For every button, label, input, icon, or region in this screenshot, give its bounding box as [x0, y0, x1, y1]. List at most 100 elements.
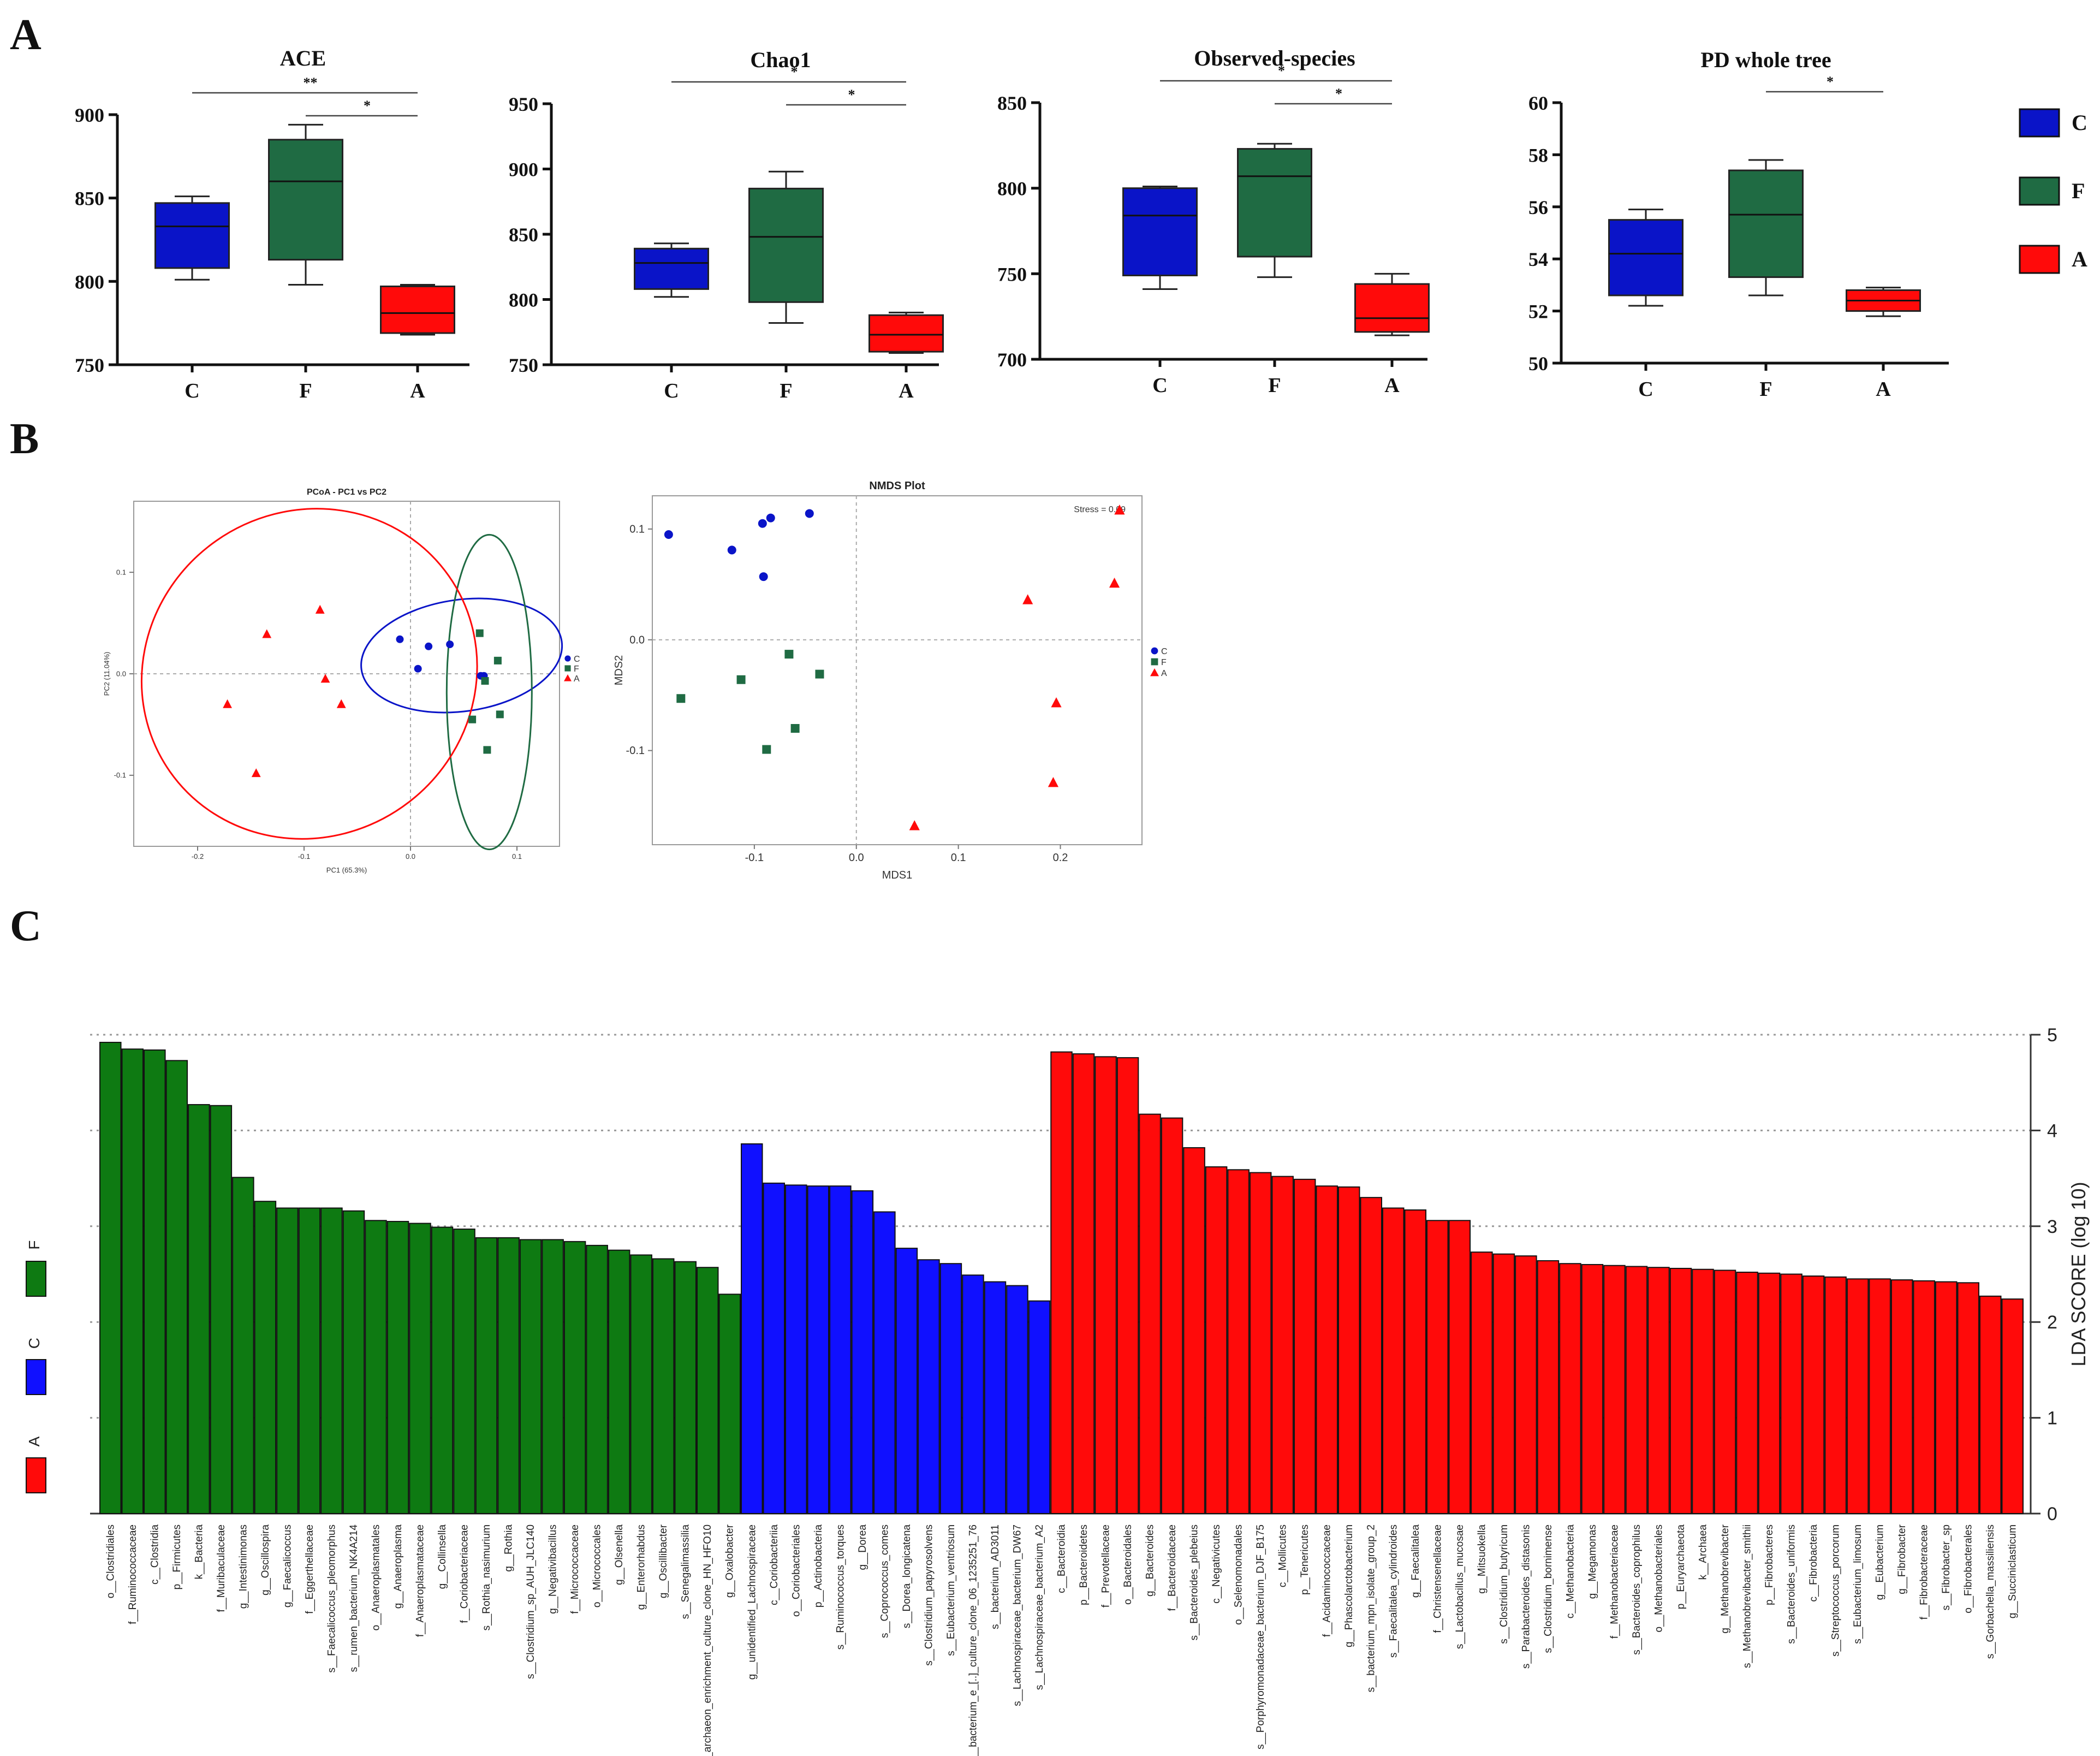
point-f [483, 746, 491, 754]
lda-bar [1426, 1220, 1449, 1514]
box-plot-legend: C F A [2019, 108, 2087, 274]
y-tick-label: 800 [997, 178, 1027, 200]
y-tick-label: 0.0 [116, 669, 126, 678]
x-tick-label: A [1384, 374, 1400, 397]
bar-label: o__Clostridiales [105, 1524, 116, 1598]
point-c [396, 635, 404, 643]
legend-swatch-a [26, 1457, 46, 1493]
point-f [496, 710, 504, 719]
lda-bar [1869, 1278, 1891, 1515]
significance-label: ** [304, 75, 318, 91]
y-tick-label: 0.1 [629, 524, 645, 536]
legend-label-f: F [1161, 658, 1167, 667]
box-f [268, 123, 343, 286]
bar-label: p__Fibrobacteres [1764, 1524, 1775, 1605]
y-tick-label: 800 [75, 271, 104, 293]
box-plot-title: Chao1 [750, 48, 811, 72]
point-f [736, 675, 746, 684]
lda-bar [210, 1105, 233, 1514]
bar-label: g__Methanobrevibacter [1720, 1524, 1731, 1633]
lda-bar [895, 1248, 918, 1515]
box-f [748, 170, 824, 324]
x-tick-label: F [299, 379, 312, 402]
bar-label: s__Rothia_nasimurium [481, 1524, 492, 1630]
box-f [1728, 159, 1804, 296]
bar-label: k__Archaea [1698, 1524, 1709, 1580]
point-c [446, 640, 454, 649]
y-tick-label: 5 [2047, 1025, 2057, 1046]
x-tick-label: A [410, 379, 425, 402]
lda-bar [674, 1261, 697, 1514]
bar-label: s__Faecalicoccus_pleomorphus [326, 1524, 337, 1672]
lda-bar [1692, 1268, 1714, 1514]
lda-bar [1890, 1279, 1913, 1514]
lda-bar [2001, 1298, 2024, 1514]
x-tick-label: F [780, 379, 792, 402]
bar-label: o__Methanobacteriales [1653, 1524, 1664, 1633]
point-a [251, 768, 261, 778]
lda-bar [563, 1241, 586, 1514]
lda-bar [1736, 1271, 1758, 1514]
x-tick-label: 0.1 [512, 852, 522, 861]
legend-label-c: C [2072, 110, 2087, 135]
bar-label: c__Mollicutes [1277, 1524, 1289, 1587]
legend-swatch-f [26, 1261, 46, 1297]
bar-label: f__Fibrobacteraceae [1919, 1524, 1930, 1619]
box-f [1237, 143, 1312, 278]
lda-bar [1006, 1285, 1028, 1515]
lda-bar [1935, 1281, 1958, 1514]
bar-label: s__Clostridium_butyricum [1498, 1524, 1510, 1644]
x-tick-label: C [1638, 378, 1653, 401]
y-axis-label: PC2 (11.04%) [103, 652, 111, 696]
bar-label: g__Negativibacillus [548, 1524, 559, 1614]
confidence-ellipse-f [445, 533, 533, 851]
bar-label: g__Fibrobacter [1896, 1524, 1908, 1594]
bar-label: p__Firmicutes [171, 1524, 183, 1589]
point-a [315, 604, 325, 614]
bar-label: c__Negativicutes [1211, 1524, 1222, 1604]
x-axis-label: MDS1 [882, 869, 913, 881]
lda-bar [431, 1226, 454, 1514]
box-iqr [634, 247, 709, 290]
lda-bar [1492, 1253, 1515, 1515]
bar-label: s__Gorbachella_massiliensis [1985, 1524, 1996, 1659]
lda-bar [696, 1267, 719, 1514]
legend-marker-f [564, 665, 571, 672]
y-tick-label: 700 [997, 349, 1027, 371]
lda-bar [807, 1185, 830, 1515]
lda-bar [453, 1229, 475, 1514]
y-axis-label: LDA SCORE (log 10) [2067, 1182, 2090, 1366]
box-plot-chao1: Chao1 750 800 850 900 950 C F A * * [509, 48, 944, 402]
lda-bar [1802, 1276, 1825, 1515]
legend-label-a: A [574, 674, 580, 684]
lda-bar [386, 1221, 409, 1514]
bar-label: c__Fibrobacteria [1808, 1524, 1819, 1602]
point-c [758, 519, 767, 528]
lda-bar [475, 1237, 498, 1514]
box-plot-pd: PD whole tree 50 52 54 56 58 60 C F A * [1528, 48, 1949, 401]
lda-bar [1382, 1207, 1405, 1515]
x-tick-label: C [1152, 374, 1167, 397]
legend-marker-a [1150, 668, 1159, 677]
lda-bar [497, 1237, 520, 1514]
bar-label: s__Porphyromonadaceae_bacterium_DJF_B175 [1255, 1524, 1266, 1749]
lda-bar [409, 1223, 431, 1515]
lda-bar [1094, 1056, 1117, 1515]
bar-label: s__Senegalimassilia [680, 1524, 692, 1619]
bar-label: s__methanogenic_archaeon_enrichment_cult… [702, 1524, 713, 1756]
box-iqr [268, 139, 343, 261]
y-tick-label: 1 [2047, 1408, 2057, 1429]
bar-label: s__Eubacterium_ventriosum [945, 1524, 957, 1656]
plot-title: PCoA - PC1 vs PC2 [307, 488, 386, 497]
bar-label: s__Bacteroides_uniformis [1786, 1524, 1798, 1644]
bar-label: g__Eubacterium [1875, 1524, 1886, 1600]
bar-label: s__Clostridium_papyrosolvens [923, 1524, 935, 1666]
point-a [909, 820, 920, 830]
box-plot-observed: Observed-species 700 750 800 850 C F A * * [997, 46, 1430, 397]
lda-bar [984, 1281, 1007, 1514]
lda-bar [1913, 1280, 1935, 1515]
point-a [262, 629, 272, 638]
lda-bar [1139, 1113, 1161, 1515]
point-a [1114, 504, 1125, 515]
